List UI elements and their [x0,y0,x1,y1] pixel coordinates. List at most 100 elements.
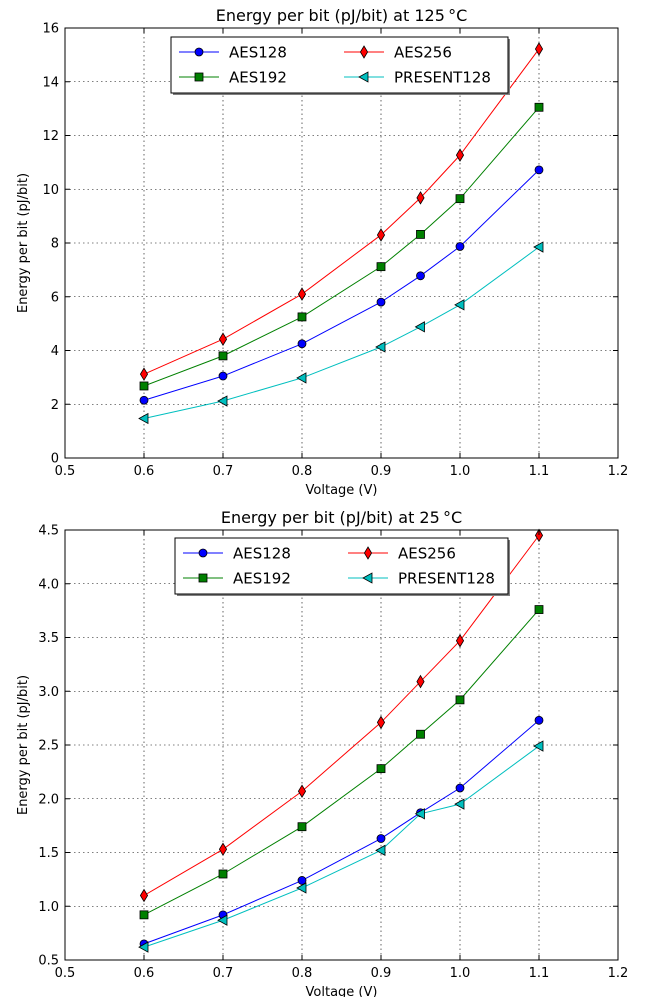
data-point [416,229,425,239]
data-point [218,351,228,361]
data-point [455,783,465,793]
data-point [455,242,465,251]
y-tick-label: 10 [42,183,59,198]
legend-label: AES192 [229,69,287,87]
legend-marker [194,72,204,82]
data-point [454,798,465,810]
legend-marker [194,47,204,57]
data-point [297,287,307,301]
y-tick-label: 4.0 [38,577,59,592]
data-point [218,869,228,879]
series-aes192 [139,102,544,391]
data-point [296,882,307,894]
series-aes128 [139,165,544,405]
legend-label: PRESENT128 [398,570,495,588]
data-point [534,102,544,112]
y-tick-label: 1.5 [38,846,59,861]
data-point [297,784,307,799]
legend-label: AES128 [233,545,291,563]
x-tick-label: 0.8 [292,464,313,479]
y-tick-label: 0 [51,452,59,467]
y-tick-label: 12 [42,129,59,144]
y-tick-label: 1.0 [38,900,59,915]
x-tick-label: 0.9 [371,464,392,479]
chart-1: 0.5 0.6 0.7 0.8 0.9 1.0 1.1 1.2 0 2 4 6 8 10 12 14 16 Ene… [16,6,628,498]
legend-label: AES256 [394,44,452,62]
data-point [139,381,149,391]
x-tick-label: 1.2 [608,966,629,981]
x-tick-label: 1.1 [529,464,550,479]
data-point [416,191,425,205]
data-point [376,297,386,307]
x-tick-label: 0.7 [213,464,234,479]
data-point [218,842,228,857]
y-tick-label: 4.5 [38,524,59,539]
y-tick-label: 16 [42,22,59,37]
data-point [454,299,465,311]
data-point [455,148,465,162]
data-point [139,888,149,903]
data-point [375,844,386,857]
data-point [139,395,149,405]
data-point [414,808,425,820]
series-aes256 [139,42,544,381]
y-tick-label: 0.5 [38,954,59,969]
x-tick-label: 1.0 [450,966,471,981]
x-tick-label: 0.9 [371,966,392,981]
data-point [455,633,465,648]
legend-marker [359,45,369,59]
data-point [217,395,228,407]
data-point [375,341,386,353]
data-point [416,674,425,689]
legend-box [170,36,509,94]
data-point [455,695,465,705]
x-tick-label: 0.6 [134,966,155,981]
y-axis-label: Energy per bit (pJ/bit) [16,173,31,313]
data-point [139,910,149,920]
legend-marker [198,573,208,583]
x-tick-label: 0.5 [55,464,76,479]
legend-label: AES128 [229,44,287,62]
series-aes256 [139,528,544,903]
data-point [297,822,307,832]
data-point [138,941,149,953]
x-axis-label: Voltage (V) [306,985,378,997]
legend-label: AES256 [398,545,456,563]
series-aes192 [139,605,544,920]
data-point [534,605,544,614]
x-axis-label: Voltage (V) [306,483,378,498]
data-point [533,740,544,752]
data-point [416,271,425,281]
data-point [376,764,386,774]
y-tick-label: 8 [51,237,59,252]
x-tick-label: 0.7 [213,966,234,981]
data-point [534,528,544,543]
x-tick-label: 1.1 [529,966,550,981]
legend-marker [198,548,208,558]
data-point [218,332,228,346]
y-tick-label: 2 [51,398,59,413]
chart-2: 0.5 0.6 0.7 0.8 0.9 1.0 1.1 1.2 0.5 1.0 1.5 2.0 2.5 3… [16,508,628,997]
series-present128 [138,241,544,425]
series-aes128 [139,715,544,949]
legend-marker [362,572,373,584]
data-point [534,42,544,56]
y-tick-label: 2.5 [38,739,59,754]
y-tick-label: 6 [51,290,59,305]
data-point [297,876,307,885]
series-line [143,246,540,419]
legend-label: AES192 [233,570,291,588]
data-point [297,339,307,349]
x-tick-label: 0.6 [134,464,155,479]
data-point [534,165,544,175]
data-point [414,321,425,333]
data-point [296,372,307,384]
data-point [416,729,425,739]
series-line [143,106,540,387]
series-line [143,169,540,401]
legend: AES128 AES192 AES256 PRESENT128 [174,537,510,596]
series-line [143,745,540,948]
legend-label: PRESENT128 [394,69,491,87]
data-point [455,194,465,204]
legend: AES128 AES192 AES256 PRESENT128 [170,36,510,95]
